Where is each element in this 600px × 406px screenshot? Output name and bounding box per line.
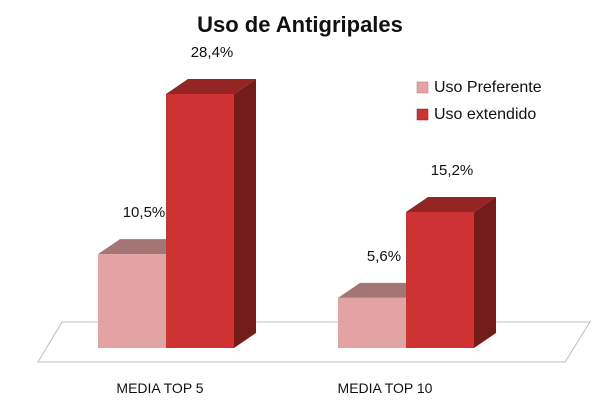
legend-label-uso-extendido: Uso extendido bbox=[434, 106, 536, 123]
bar-top-face bbox=[166, 79, 256, 94]
bar-front-face bbox=[98, 254, 166, 348]
legend: Uso Preferente Uso extendido bbox=[416, 79, 542, 123]
value-labels-group: 10,5% 28,4% 5,6% 15,2% bbox=[123, 44, 474, 265]
bar-front-face bbox=[406, 212, 474, 348]
bar-front-face bbox=[166, 94, 234, 348]
data-label-uso-extendido-0: 28,4% bbox=[191, 44, 234, 61]
bar-side-face bbox=[234, 79, 256, 348]
legend-swatch-uso-extendido bbox=[416, 108, 429, 121]
x-tick-label-0: MEDIA TOP 5 bbox=[116, 380, 203, 396]
bar-side-face bbox=[474, 197, 496, 348]
bar-top-face bbox=[406, 197, 496, 213]
x-tick-label-1: MEDIA TOP 10 bbox=[338, 380, 433, 396]
bars-group bbox=[98, 79, 496, 348]
legend-swatch-uso-preferente bbox=[416, 81, 429, 94]
bar-uso-extendido-1 bbox=[406, 197, 496, 348]
bar-top-face bbox=[98, 239, 188, 255]
bar-front-face bbox=[338, 297, 406, 348]
data-label-uso-extendido-1: 15,2% bbox=[431, 162, 474, 179]
legend-label-uso-preferente: Uso Preferente bbox=[434, 79, 542, 96]
chart-title: Uso de Antigripales bbox=[197, 12, 403, 37]
bar-top-face bbox=[338, 282, 428, 298]
data-label-uso-preferente-0: 10,5% bbox=[123, 204, 166, 221]
data-label-uso-preferente-1: 5,6% bbox=[367, 248, 401, 265]
bar-uso-extendido-0 bbox=[166, 79, 256, 348]
